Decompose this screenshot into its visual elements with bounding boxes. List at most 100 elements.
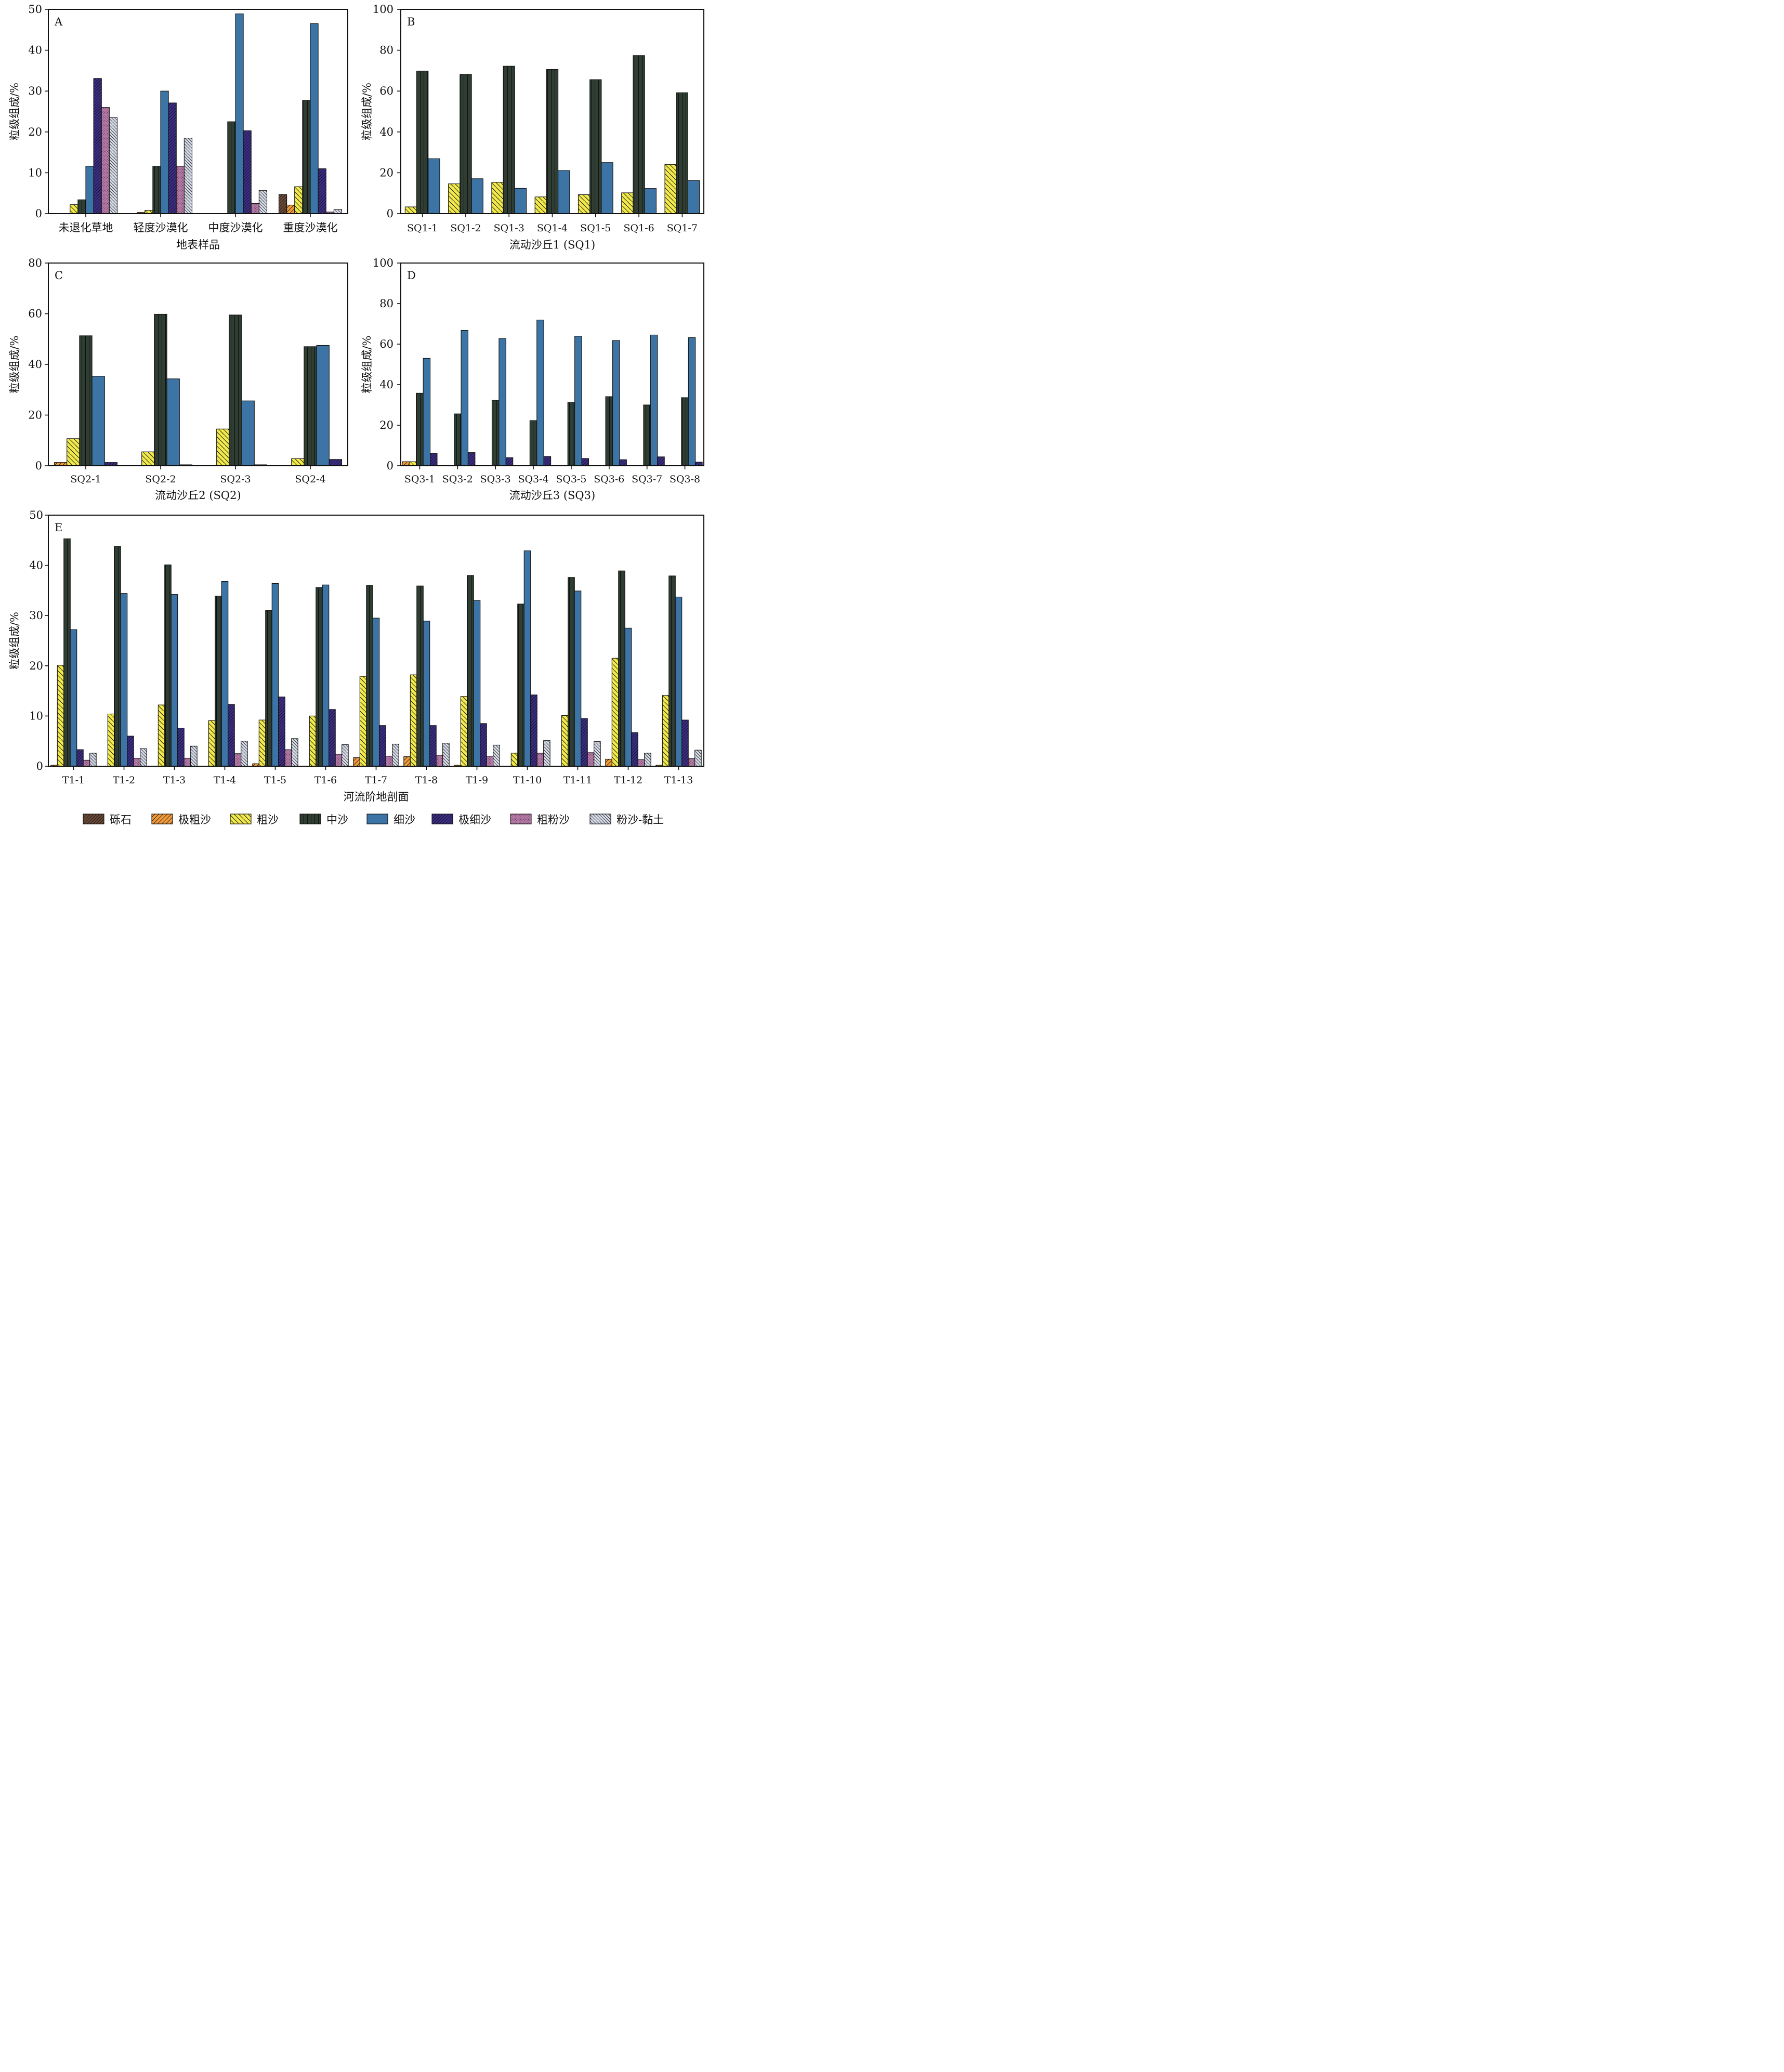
- panel-letter: A: [54, 16, 63, 28]
- bar-e-T1-6-粗沙: [309, 715, 317, 767]
- y-tick-label: 0: [35, 207, 42, 220]
- bar-e-T1-9-中沙: [467, 575, 474, 767]
- x-tick-label: 中度沙漠化: [208, 221, 263, 234]
- bar-e-T1-10-中沙: [517, 604, 524, 767]
- x-tick-label: SQ3-7: [632, 474, 662, 485]
- bar-d-SQ3-8-中沙: [681, 397, 689, 466]
- legend-item-粉沙-黏土: 粉沙-黏土: [589, 814, 664, 826]
- bar-b-SQ1-4-中沙: [546, 69, 559, 214]
- x-axis-label: 地表样品: [176, 239, 220, 251]
- bar-e-T1-7-粉沙-黏土: [392, 743, 399, 767]
- bar-b-SQ1-7-细沙: [687, 180, 700, 214]
- bar-e-T1-9-细沙: [473, 600, 481, 767]
- bar-e-T1-2-粗沙: [107, 713, 115, 767]
- y-tick-label: 20: [28, 409, 42, 422]
- bar-e-T1-2-粗粉沙: [133, 757, 141, 767]
- y-tick-label: 80: [28, 257, 42, 269]
- y-tick-label: 40: [28, 358, 42, 371]
- legend-item-极粗沙: 极粗沙: [151, 814, 211, 826]
- bar-e-T1-12-粗沙: [611, 658, 619, 767]
- bar-e-T1-6-极细沙: [329, 709, 336, 767]
- bar-e-T1-13-粉沙-黏土: [694, 750, 702, 767]
- bar-a-重度沙漠化-极细沙: [318, 168, 326, 214]
- bar-b-SQ1-1-细沙: [428, 158, 440, 214]
- bar-e-T1-10-粗沙: [510, 753, 518, 767]
- y-tick-label: 80: [379, 44, 393, 57]
- legend-item-砾石: 砾石: [83, 814, 132, 826]
- bar-e-T1-2-粉沙-黏土: [140, 748, 147, 767]
- x-axis-label: 流动沙丘2 (SQ2): [155, 489, 241, 502]
- legend-swatch: [83, 814, 104, 824]
- bar-b-SQ1-6-细沙: [644, 188, 657, 214]
- bar-d-SQ3-1-极粗沙: [402, 461, 410, 466]
- x-axis-label: 河流阶地剖面: [344, 791, 409, 803]
- bar-b-SQ1-2-细沙: [471, 178, 483, 214]
- bar-b-SQ1-3-中沙: [503, 65, 515, 214]
- x-tick-label: 未退化草地: [59, 221, 113, 234]
- y-tick-label: 10: [29, 710, 43, 722]
- bar-d-SQ3-3-极细沙: [505, 457, 514, 466]
- bar-e-T1-6-粉沙-黏土: [342, 744, 349, 767]
- x-tick-label: T1-9: [466, 775, 488, 786]
- bar-e-T1-8-细沙: [423, 621, 430, 767]
- legend-item-粗粉沙: 粗粉沙: [510, 814, 570, 826]
- bar-e-T1-7-细沙: [372, 618, 380, 767]
- bar-e-T1-13-中沙: [668, 575, 676, 767]
- legend-item-粗沙: 粗沙: [230, 814, 279, 826]
- x-tick-label: SQ1-3: [494, 222, 524, 234]
- bar-e-T1-7-粗粉沙: [385, 756, 393, 767]
- bar-d-SQ3-1-粗沙: [409, 461, 417, 466]
- x-tick-label: T1-4: [214, 775, 236, 786]
- bar-b-SQ1-7-粗沙: [664, 164, 677, 214]
- x-tick-label: 轻度沙漠化: [134, 221, 188, 234]
- bar-a-重度沙漠化-中沙: [302, 100, 311, 214]
- y-axis-label: 粒级组成/%: [361, 83, 373, 140]
- x-axis-label: 流动沙丘1 (SQ1): [509, 239, 595, 251]
- bar-e-T1-9-粗粉沙: [486, 756, 494, 767]
- y-axis-label: 粒级组成/%: [8, 612, 21, 670]
- bar-d-SQ3-1-细沙: [423, 358, 431, 466]
- bar-d-SQ3-3-细沙: [499, 338, 506, 466]
- x-tick-label: T1-3: [163, 775, 186, 786]
- y-tick-label: 0: [387, 207, 393, 220]
- bar-b-SQ1-1-粗沙: [404, 206, 417, 214]
- bar-c-SQ2-1-细沙: [91, 376, 105, 466]
- y-tick-label: 10: [28, 166, 42, 179]
- x-tick-label: 重度沙漠化: [283, 221, 338, 234]
- bar-e-T1-11-粉沙-黏土: [594, 741, 601, 767]
- bar-a-未退化草地-极细沙: [93, 78, 102, 214]
- bar-e-T1-13-粗沙: [662, 695, 670, 767]
- bar-a-轻度沙漠化-细沙: [160, 90, 169, 214]
- bar-e-T1-4-粉沙-黏土: [241, 741, 248, 767]
- legend-label: 砾石: [110, 814, 132, 826]
- bar-a-未退化草地-粗粉沙: [101, 107, 110, 214]
- bar-e-T1-11-粗粉沙: [587, 752, 595, 767]
- panel-letter: B: [407, 16, 415, 28]
- bar-a-未退化草地-粗沙: [70, 204, 78, 214]
- x-tick-label: SQ2-4: [295, 474, 325, 485]
- legend-swatch: [366, 814, 388, 824]
- bar-a-中度沙漠化-粉沙-黏土: [258, 190, 268, 214]
- bar-b-SQ1-6-中沙: [633, 55, 645, 214]
- bar-c-SQ2-2-粗沙: [141, 451, 155, 466]
- bar-e-T1-5-粉沙-黏土: [291, 738, 298, 767]
- panel-c: 0 20 40 60 80 SQ2-1 SQ2-2 SQ2-3 SQ2-4 C 粒级组成/% 流动沙丘…: [8, 257, 348, 502]
- bar-a-轻度沙漠化-粗粉沙: [176, 166, 185, 214]
- bar-d-SQ3-1-中沙: [416, 392, 424, 466]
- bar-b-SQ1-2-中沙: [460, 74, 472, 214]
- panel-letter: D: [407, 269, 416, 282]
- x-tick-label: SQ3-3: [480, 474, 511, 485]
- x-tick-label: SQ2-2: [145, 474, 176, 485]
- bar-a-重度沙漠化-极粗沙: [286, 204, 295, 214]
- bar-c-SQ2-3-粗沙: [216, 428, 230, 466]
- bar-d-SQ3-1-极细沙: [429, 453, 438, 466]
- bar-d-SQ3-6-极细沙: [619, 459, 627, 466]
- bar-e-T1-7-极细沙: [379, 725, 386, 767]
- plot-frame: [48, 515, 704, 767]
- bar-e-T1-1-粉沙-黏土: [89, 753, 97, 767]
- bar-e-T1-12-极细沙: [631, 732, 638, 767]
- bar-d-SQ3-2-中沙: [454, 413, 462, 466]
- bar-d-SQ3-5-极细沙: [581, 458, 589, 466]
- bar-e-T1-8-粉沙-黏土: [442, 743, 450, 767]
- plot-frame: [48, 9, 348, 214]
